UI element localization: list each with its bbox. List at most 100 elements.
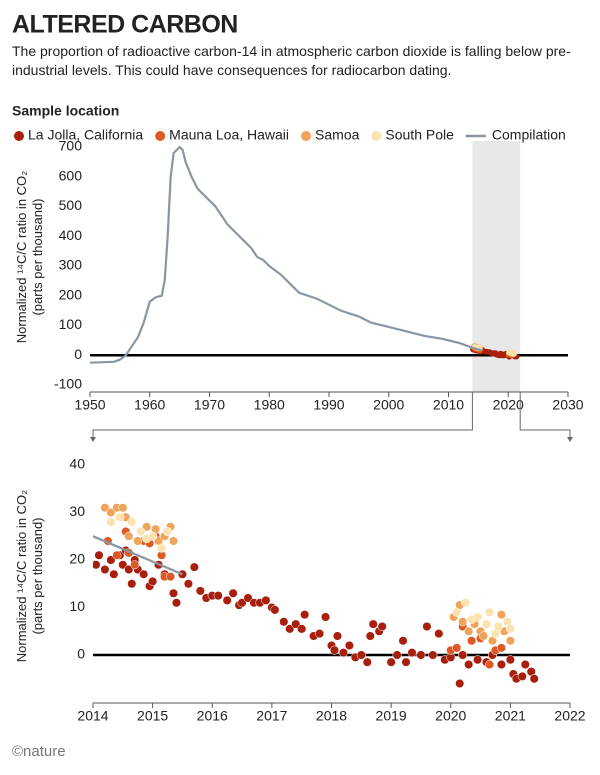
data-point xyxy=(458,617,468,627)
x-tick-label: 2020 xyxy=(493,397,524,413)
data-point xyxy=(162,526,173,537)
data-point xyxy=(139,569,149,579)
data-point xyxy=(473,655,483,665)
data-point xyxy=(461,598,471,608)
data-point xyxy=(464,659,474,670)
x-tick-label: 1980 xyxy=(254,397,285,413)
data-point xyxy=(94,550,104,560)
data-point xyxy=(243,593,253,603)
subtitle: The proportion of radioactive carbon-14 … xyxy=(12,43,571,78)
data-point xyxy=(130,560,140,570)
data-point xyxy=(496,610,506,620)
y-tick-label: 40 xyxy=(69,456,85,472)
x-tick-label: 1950 xyxy=(74,397,105,413)
data-point xyxy=(237,598,247,608)
plot xyxy=(93,503,539,689)
data-point xyxy=(464,626,474,636)
data-point xyxy=(377,621,387,632)
data-point xyxy=(118,560,128,570)
data-point xyxy=(452,643,462,653)
data-point xyxy=(452,607,462,617)
data-point xyxy=(505,655,515,665)
data-point xyxy=(93,560,101,570)
data-point xyxy=(511,351,517,357)
data-point xyxy=(222,595,232,605)
y-tick-label: 20 xyxy=(69,551,85,567)
x-tick-label: 1990 xyxy=(313,397,344,413)
y-tick-label: 600 xyxy=(59,167,83,183)
data-point xyxy=(115,512,125,522)
y-tick-label: 0 xyxy=(74,346,82,362)
data-point xyxy=(329,645,340,655)
chart-title: ALTERED CARBON xyxy=(12,11,238,39)
data-point xyxy=(434,629,444,639)
y-tick-label: 300 xyxy=(59,257,83,273)
x-tick-label: 2017 xyxy=(256,708,287,724)
data-point xyxy=(368,619,378,629)
data-point xyxy=(338,648,348,658)
x-tick-label: 2022 xyxy=(554,708,585,724)
x-tick-label: 2021 xyxy=(495,708,526,724)
data-point xyxy=(386,657,396,667)
compilation-line xyxy=(90,145,482,364)
data-point xyxy=(401,657,411,667)
data-point xyxy=(478,631,489,641)
y-tick-label: 400 xyxy=(59,227,83,243)
x-tick-label: 2016 xyxy=(197,708,228,724)
x-tick-label: 2020 xyxy=(435,708,466,724)
data-point xyxy=(157,543,167,553)
data-point xyxy=(356,650,366,660)
data-point xyxy=(148,531,158,541)
data-point xyxy=(332,631,343,641)
x-tick-label: 1960 xyxy=(134,397,165,413)
data-point xyxy=(392,650,402,660)
y-tick-label: 30 xyxy=(69,503,85,519)
data-point xyxy=(496,643,506,653)
data-point xyxy=(505,624,515,634)
legend-title: Sample location xyxy=(12,103,119,119)
data-point xyxy=(118,503,128,513)
data-point xyxy=(484,607,495,617)
data-point xyxy=(365,631,375,641)
x-tick-label: 2000 xyxy=(373,397,404,413)
arrow-head xyxy=(567,437,573,442)
x-tick-label: 2014 xyxy=(77,708,108,724)
data-point xyxy=(183,579,193,589)
x-tick-label: 1970 xyxy=(194,397,225,413)
data-point xyxy=(455,678,465,689)
y-tick-label: 10 xyxy=(69,598,85,614)
data-point xyxy=(228,588,238,598)
data-point xyxy=(398,636,408,646)
data-point xyxy=(484,659,495,670)
data-point xyxy=(127,579,137,589)
data-point xyxy=(168,588,179,598)
data-point xyxy=(279,617,289,627)
data-point xyxy=(520,659,530,670)
y-axis-label: Normalized ¹⁴C/C ratio in CO₂ (parts per… xyxy=(14,170,45,344)
plot xyxy=(90,145,520,364)
data-point xyxy=(270,605,280,615)
legend-label: Samoa xyxy=(315,127,360,143)
legend-swatch xyxy=(14,131,24,141)
data-point xyxy=(362,657,372,667)
data-point xyxy=(315,629,325,639)
data-point xyxy=(473,612,483,622)
data-point xyxy=(133,536,143,546)
data-point xyxy=(291,619,301,629)
data-point xyxy=(136,526,146,537)
data-point xyxy=(517,671,527,681)
legend-swatch xyxy=(301,131,312,141)
data-point xyxy=(467,636,477,646)
data-point xyxy=(127,517,137,527)
data-point xyxy=(416,650,426,660)
y-tick-label: 100 xyxy=(59,316,83,332)
arrow-head xyxy=(90,437,96,442)
data-point xyxy=(195,586,205,596)
data-point xyxy=(285,624,295,634)
data-point xyxy=(106,507,116,518)
data-point xyxy=(300,610,310,620)
data-point xyxy=(124,564,134,575)
x-tick-label: 2019 xyxy=(376,708,407,724)
data-point xyxy=(165,572,176,582)
